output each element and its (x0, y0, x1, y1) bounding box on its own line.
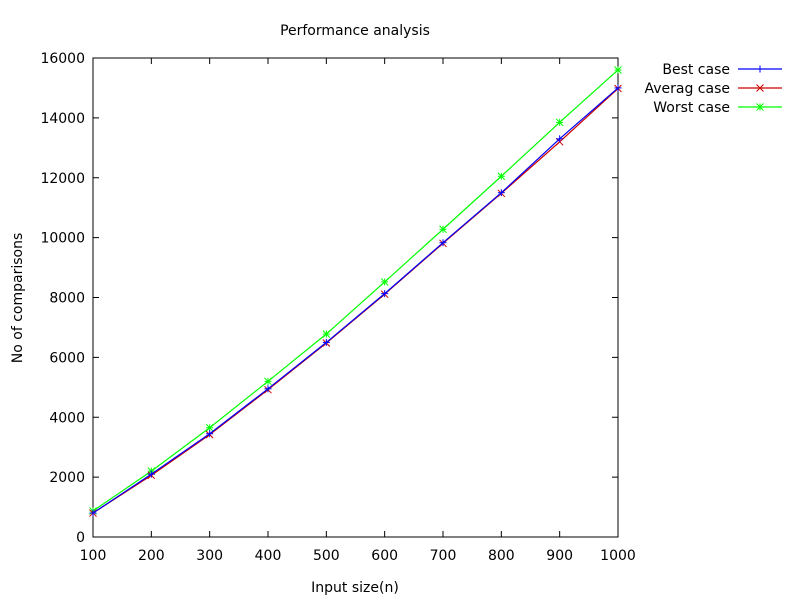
plot-area-frame (92, 57, 619, 538)
series-line (92, 87, 619, 514)
data-point-marker (555, 118, 564, 127)
legend-entry: Averag case (644, 81, 782, 97)
y-tick-label: 4000 (49, 410, 85, 426)
legend-entry: Worst case (653, 100, 782, 116)
data-point-marker (497, 172, 506, 181)
series-line (92, 69, 619, 512)
legend-label: Best case (662, 62, 730, 78)
x-axis: 100 200 300 400 500 600 700 800 900 1000 (80, 58, 636, 564)
legend: Best case Averag case Worst case (644, 62, 782, 116)
series-line (92, 88, 619, 514)
x-tick-label: 1000 (600, 548, 636, 564)
y-tick-label: 16000 (40, 51, 85, 67)
data-point-marker (322, 330, 331, 338)
data-point-marker (439, 239, 447, 247)
data-point-marker (264, 377, 272, 386)
legend-entry: Best case (662, 62, 782, 78)
series-layer (89, 66, 622, 517)
legend-marker (756, 84, 764, 92)
x-tick-label: 200 (138, 548, 165, 564)
x-axis-label: Input size(n) (311, 580, 399, 596)
y-axis-label: No of comparisons (10, 233, 26, 363)
y-tick-label: 2000 (49, 470, 85, 486)
y-tick-label: 0 (76, 530, 85, 546)
data-point-marker (380, 278, 389, 286)
x-tick-label: 400 (255, 548, 282, 564)
data-point-marker (205, 423, 214, 432)
legend-label: Worst case (653, 100, 730, 116)
x-tick-label: 100 (80, 548, 107, 564)
x-tick-label: 800 (488, 548, 515, 564)
x-tick-label: 500 (313, 548, 340, 564)
data-point-marker (322, 338, 330, 346)
series-worst-case (89, 66, 622, 515)
y-tick-label: 8000 (49, 291, 85, 307)
y-tick-label: 12000 (40, 171, 85, 187)
chart-title: Performance analysis (280, 23, 430, 39)
legend-label: Averag case (644, 81, 730, 97)
data-point-marker (206, 430, 214, 438)
y-axis: 0 2000 4000 6000 8000 10000 12000 14000 16000 (40, 51, 618, 546)
data-point-marker (381, 290, 389, 298)
data-point-marker (556, 135, 564, 143)
y-tick-label: 14000 (40, 111, 85, 127)
data-point-marker (614, 84, 622, 92)
x-tick-label: 600 (371, 548, 398, 564)
legend-marker (756, 65, 764, 73)
x-tick-label: 300 (196, 548, 223, 564)
data-point-marker (147, 470, 155, 478)
y-tick-label: 10000 (40, 231, 85, 247)
data-point-marker (497, 189, 505, 197)
x-tick-label: 900 (546, 548, 573, 564)
data-point-marker (264, 385, 272, 393)
data-point-marker (614, 66, 622, 74)
data-point-marker (89, 509, 97, 517)
data-point-marker (439, 225, 447, 234)
y-tick-label: 6000 (49, 350, 85, 366)
x-tick-label: 700 (430, 548, 457, 564)
series-averag-case (89, 84, 622, 517)
legend-marker (756, 103, 764, 111)
series-best-case (89, 84, 622, 517)
